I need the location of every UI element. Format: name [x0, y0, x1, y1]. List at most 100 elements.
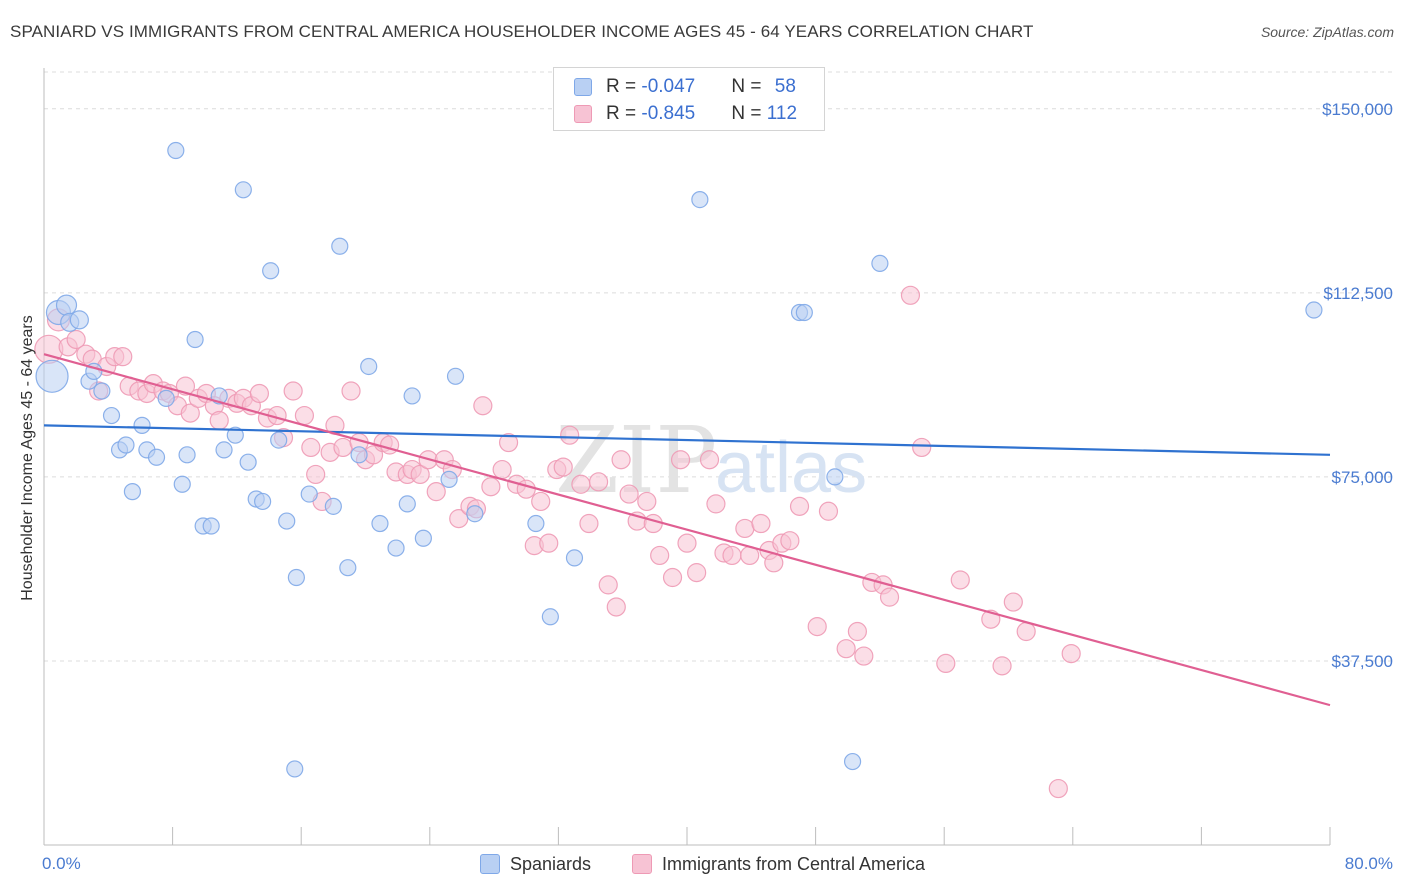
legend-r-value: -0.047: [641, 76, 696, 97]
point-spaniards: [270, 431, 288, 449]
point-spaniards: [173, 475, 191, 493]
point-immigrants: [619, 484, 639, 504]
point-immigrants: [579, 513, 599, 534]
point-immigrants: [677, 533, 697, 553]
legend-row-spaniards: R = -0.047 N = 58: [574, 75, 796, 99]
point-immigrants: [854, 646, 874, 666]
bottom-legend-label: Spaniards: [510, 853, 592, 874]
point-immigrants: [950, 570, 970, 590]
point-immigrants: [1048, 778, 1068, 799]
point-spaniards: [826, 468, 844, 486]
point-spaniards: [35, 359, 69, 393]
point-immigrants: [180, 403, 200, 423]
point-spaniards: [324, 497, 342, 515]
y-tick-label: $75,000: [1332, 468, 1393, 487]
point-immigrants: [66, 329, 86, 350]
point-spaniards: [123, 483, 142, 501]
point-immigrants: [780, 531, 800, 551]
point-spaniards: [186, 330, 204, 349]
point-immigrants: [706, 494, 726, 514]
point-immigrants: [879, 587, 900, 607]
legend-n-label: N =: [731, 103, 767, 124]
point-immigrants: [643, 513, 663, 534]
y-tick-label: $112,500: [1323, 284, 1393, 303]
y-tick-label: $150,000: [1322, 100, 1393, 119]
point-spaniards: [278, 512, 296, 530]
point-spaniards: [117, 436, 135, 454]
point-immigrants: [687, 563, 707, 583]
x-tick-label: 0.0%: [42, 854, 81, 873]
legend-r-value: -0.845: [641, 103, 696, 124]
point-immigrants: [481, 477, 501, 497]
point-immigrants: [598, 575, 618, 595]
point-spaniards: [1305, 301, 1323, 319]
point-spaniards: [93, 382, 111, 400]
point-spaniards: [398, 495, 416, 513]
y-axis-title: Householder Income Ages 45 - 64 years: [19, 315, 36, 601]
trend-line-spaniards: [43, 424, 1331, 456]
point-spaniards: [102, 406, 121, 425]
chart-source: Source: ZipAtlas.com: [1260, 24, 1394, 40]
point-spaniards: [239, 453, 257, 471]
legend-n-value: 58: [774, 76, 796, 97]
point-spaniards: [387, 539, 405, 557]
legend-swatch-pink: [574, 105, 592, 123]
point-spaniards: [202, 517, 220, 535]
point-spaniards: [55, 294, 78, 316]
point-immigrants: [751, 513, 771, 534]
point-spaniards: [254, 492, 272, 511]
trend-line-immigrants: [43, 353, 1331, 707]
point-immigrants: [539, 533, 559, 553]
point-immigrants: [818, 501, 839, 521]
point-immigrants: [936, 653, 956, 674]
legend-swatch-blue: [574, 78, 592, 96]
point-immigrants: [113, 347, 133, 367]
point-immigrants: [560, 425, 580, 445]
point-immigrants: [449, 509, 469, 529]
point-immigrants: [670, 450, 691, 470]
point-spaniards: [234, 181, 252, 199]
point-immigrants: [306, 464, 326, 485]
point-spaniards: [339, 559, 357, 577]
point-immigrants: [341, 381, 361, 401]
point-immigrants: [699, 450, 720, 470]
point-spaniards: [226, 426, 244, 444]
point-spaniards: [466, 505, 484, 523]
point-spaniards: [178, 446, 196, 464]
y-tick-label: $37,500: [1332, 652, 1393, 671]
point-spaniards: [871, 254, 889, 273]
axis-labels: $37,500 $75,000 $112,500 $150,000 0.0% 80.0% H…: [19, 100, 1393, 873]
point-immigrants: [426, 482, 446, 502]
point-spaniards: [215, 441, 233, 459]
point-spaniards: [167, 141, 185, 160]
point-immigrants: [553, 457, 573, 477]
point-immigrants: [847, 621, 867, 642]
point-spaniards: [69, 310, 89, 330]
point-immigrants: [637, 491, 657, 512]
watermark-atlas: atlas: [715, 428, 867, 508]
point-immigrants: [1016, 621, 1036, 642]
bottom-legend-immigrants: Immigrants from Central America: [632, 852, 925, 876]
point-spaniards: [440, 470, 458, 488]
point-spaniards: [262, 262, 280, 280]
point-spaniards: [691, 191, 709, 209]
point-spaniards: [331, 237, 349, 255]
point-immigrants: [764, 553, 784, 573]
point-spaniards: [565, 549, 584, 567]
point-immigrants: [209, 410, 229, 431]
point-spaniards: [147, 448, 166, 466]
legend-r-label: R =: [606, 103, 642, 124]
axes: [43, 68, 1331, 846]
bottom-legend-swatch-pink: [632, 854, 652, 874]
bottom-legend-label: Immigrants from Central America: [662, 853, 926, 874]
point-immigrants: [789, 496, 810, 516]
point-immigrants: [531, 491, 551, 512]
chart-title: SPANIARD VS IMMIGRANTS FROM CENTRAL AMER…: [10, 22, 1034, 41]
series-immigrants-points: [34, 285, 1081, 799]
point-spaniards: [360, 357, 378, 376]
point-immigrants: [650, 545, 670, 566]
point-spaniards: [541, 608, 559, 626]
point-immigrants: [900, 285, 921, 305]
legend-row-immigrants: R = -0.845 N = 112: [574, 102, 797, 126]
